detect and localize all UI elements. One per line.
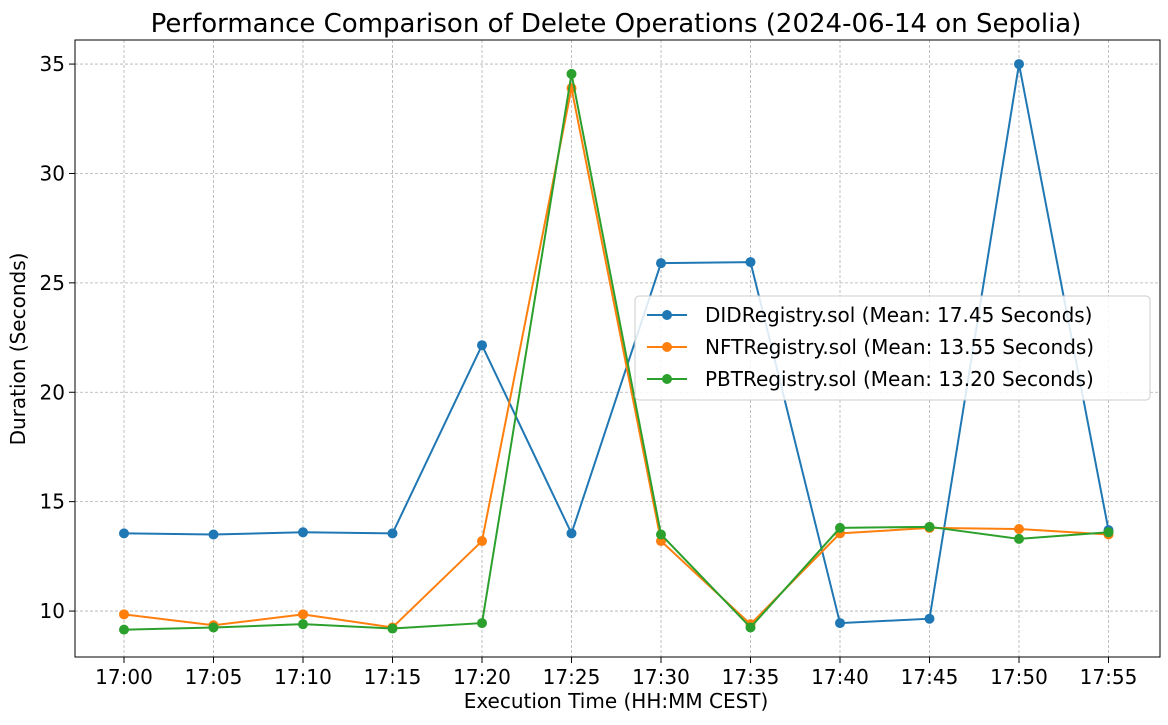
x-tick-label: 17:05 [185, 665, 243, 689]
x-tick-label: 17:30 [632, 665, 690, 689]
series-line [123, 73, 1109, 631]
data-point [208, 622, 219, 633]
data-point [566, 68, 577, 79]
x-tick-label: 17:40 [811, 665, 869, 689]
series-group [119, 68, 1114, 635]
axis-ticks: 17:00 17:05 17:10 17:15 17:20 17:25 17:30 17:35… [40, 52, 1138, 689]
data-point [924, 613, 935, 624]
data-point [477, 536, 487, 547]
data-point [119, 528, 129, 539]
x-tick-label: 17:50 [990, 665, 1048, 689]
data-point [298, 527, 308, 538]
data-point [835, 618, 845, 629]
x-tick-label: 17:15 [364, 665, 422, 689]
x-tick-label: 17:10 [274, 665, 332, 689]
data-point [387, 528, 398, 539]
data-point [119, 609, 129, 620]
series-line [123, 63, 1110, 625]
x-tick-label: 17:00 [95, 665, 153, 689]
legend: DIDRegistry.sol (Mean: 17.45 Seconds) NFT… [634, 295, 1151, 401]
y-tick-label: 20 [40, 380, 65, 404]
data-point [298, 619, 308, 630]
legend-label: NFTRegistry.sol (Mean: 13.55 Seconds) [705, 335, 1094, 359]
y-tick-label: 35 [40, 52, 65, 76]
y-axis-label: Duration (Seconds) [6, 253, 30, 446]
plot-area-frame [74, 39, 1161, 658]
y-tick-label: 25 [40, 271, 65, 295]
data-point [477, 618, 487, 629]
data-point [119, 624, 129, 635]
x-tick-label: 17:25 [543, 665, 601, 689]
data-point [745, 622, 756, 633]
data-point [566, 528, 577, 539]
data-point [298, 609, 308, 620]
data-point [1103, 527, 1114, 538]
data-point [924, 521, 935, 532]
y-tick-label: 15 [40, 490, 65, 514]
grid-lines [75, 40, 1160, 657]
x-tick-label: 17:45 [901, 665, 959, 689]
data-point [477, 340, 487, 351]
x-tick-label: 17:20 [453, 665, 511, 689]
data-point [208, 529, 219, 540]
data-point [656, 258, 666, 269]
x-tick-label: 17:35 [722, 665, 780, 689]
data-point [745, 257, 756, 268]
y-tick-label: 10 [40, 599, 65, 623]
data-point [835, 522, 845, 533]
series-lines [119, 59, 1114, 635]
legend-marker [662, 342, 672, 352]
legend-marker [662, 374, 672, 384]
legend-label: DIDRegistry.sol (Mean: 17.45 Seconds) [705, 303, 1092, 327]
data-point [656, 529, 666, 540]
data-point [1014, 524, 1024, 535]
y-tick-label: 30 [40, 161, 65, 185]
data-point [387, 623, 398, 634]
legend-label: PBTRegistry.sol (Mean: 13.20 Seconds) [705, 367, 1094, 391]
x-tick-label: 17:55 [1080, 665, 1138, 689]
chart-title: Performance Comparison of Delete Operati… [151, 9, 1082, 39]
data-point [1014, 533, 1024, 544]
legend-box [634, 295, 1151, 401]
x-axis-label: Execution Time (HH:MM CEST) [464, 689, 769, 713]
legend-marker [662, 310, 672, 320]
data-point [1014, 59, 1024, 70]
